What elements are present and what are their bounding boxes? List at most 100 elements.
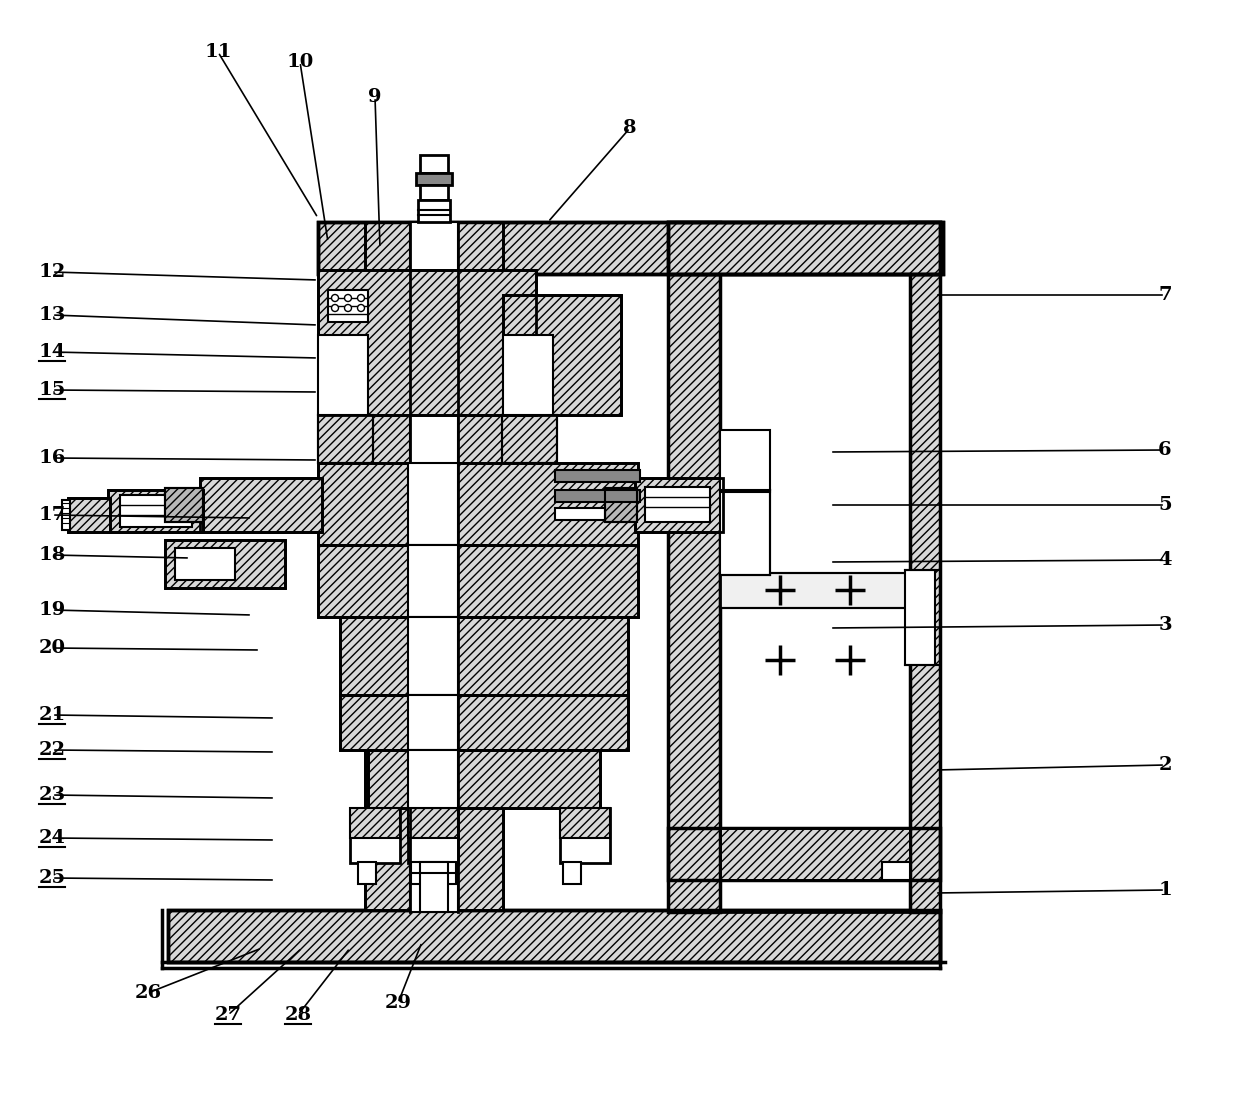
Bar: [556, 490, 640, 502]
Bar: [720, 430, 770, 492]
Bar: [408, 617, 458, 695]
Text: 20: 20: [38, 639, 66, 657]
Bar: [317, 463, 639, 545]
Text: 23: 23: [38, 786, 66, 804]
Bar: [68, 498, 110, 533]
Bar: [317, 222, 942, 274]
Text: 4: 4: [1158, 551, 1172, 569]
Bar: [358, 862, 376, 884]
Bar: [556, 470, 640, 482]
Text: 25: 25: [38, 869, 66, 887]
Bar: [200, 478, 322, 533]
Bar: [503, 295, 621, 415]
Bar: [635, 478, 723, 533]
Bar: [420, 862, 448, 912]
Bar: [68, 498, 110, 533]
Text: 3: 3: [1158, 616, 1172, 634]
Text: 21: 21: [38, 706, 66, 724]
Bar: [720, 828, 910, 879]
Bar: [502, 415, 557, 463]
Bar: [165, 488, 203, 522]
Bar: [605, 488, 637, 522]
Bar: [410, 222, 458, 912]
Bar: [668, 222, 720, 912]
Text: 17: 17: [38, 506, 66, 524]
Text: 22: 22: [38, 741, 66, 759]
Bar: [317, 545, 639, 617]
Bar: [645, 488, 711, 522]
Bar: [668, 222, 940, 274]
Bar: [418, 200, 450, 222]
Bar: [108, 490, 203, 533]
Text: 12: 12: [38, 264, 66, 281]
Bar: [340, 695, 627, 750]
Text: 1: 1: [1158, 881, 1172, 899]
Bar: [408, 808, 458, 838]
Circle shape: [345, 304, 351, 312]
Bar: [560, 808, 610, 863]
Text: 19: 19: [38, 601, 66, 619]
Bar: [200, 478, 322, 533]
Text: 18: 18: [38, 546, 66, 564]
Bar: [668, 222, 940, 274]
Text: 29: 29: [384, 994, 412, 1012]
Text: 13: 13: [38, 306, 66, 324]
Bar: [668, 828, 940, 879]
Bar: [720, 573, 910, 608]
Bar: [420, 155, 448, 173]
Bar: [368, 750, 600, 808]
Text: 16: 16: [38, 449, 66, 467]
Text: 10: 10: [286, 53, 314, 71]
Bar: [410, 862, 456, 884]
Bar: [340, 695, 627, 750]
Bar: [720, 490, 770, 575]
Bar: [317, 222, 942, 274]
Text: 5: 5: [1158, 496, 1172, 514]
Text: 11: 11: [205, 43, 232, 61]
Bar: [905, 570, 935, 665]
Bar: [503, 335, 553, 415]
Bar: [668, 828, 940, 879]
Bar: [340, 617, 627, 695]
Bar: [317, 270, 536, 415]
Text: 15: 15: [38, 381, 66, 399]
Text: 27: 27: [215, 1006, 242, 1024]
Bar: [175, 548, 236, 580]
Bar: [317, 415, 373, 463]
Bar: [408, 463, 458, 545]
Text: 7: 7: [1158, 285, 1172, 304]
Bar: [350, 808, 401, 863]
Text: 6: 6: [1158, 441, 1172, 459]
Bar: [120, 495, 192, 527]
Bar: [560, 808, 610, 838]
Bar: [605, 488, 637, 522]
Bar: [317, 463, 639, 545]
Bar: [317, 545, 639, 617]
Bar: [408, 545, 458, 617]
Text: 9: 9: [368, 88, 382, 107]
Bar: [720, 573, 910, 608]
Text: 28: 28: [284, 1006, 311, 1024]
Bar: [165, 488, 203, 522]
Bar: [167, 910, 940, 962]
Bar: [317, 335, 368, 415]
Bar: [408, 750, 458, 808]
Circle shape: [357, 294, 365, 302]
Bar: [165, 540, 285, 589]
Bar: [167, 910, 940, 962]
Bar: [415, 173, 453, 184]
Bar: [368, 750, 600, 808]
Bar: [882, 862, 910, 879]
Circle shape: [331, 304, 339, 312]
Circle shape: [331, 294, 339, 302]
Circle shape: [345, 294, 351, 302]
Text: 14: 14: [38, 343, 66, 361]
Bar: [420, 184, 448, 200]
Bar: [563, 862, 582, 884]
Bar: [365, 222, 503, 910]
Bar: [408, 695, 458, 750]
Bar: [668, 222, 720, 912]
Text: 26: 26: [134, 984, 161, 1002]
Bar: [408, 808, 458, 863]
Text: 8: 8: [624, 119, 637, 137]
